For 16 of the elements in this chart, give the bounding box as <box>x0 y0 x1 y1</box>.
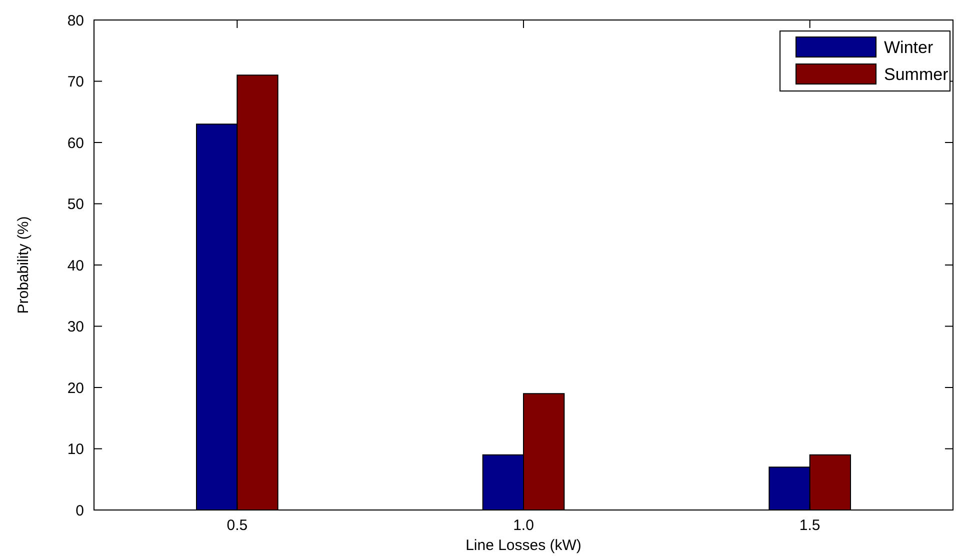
x-axis-title: Line Losses (kW) <box>466 537 582 554</box>
y-tick-label: 40 <box>67 257 84 274</box>
y-axis-title: Probability (%) <box>15 216 32 314</box>
y-tick-label: 70 <box>67 74 84 90</box>
y-tick-label: 20 <box>67 380 84 397</box>
y-tick-label: 10 <box>67 441 84 458</box>
y-tick-label: 50 <box>67 196 84 213</box>
y-tick-label: 30 <box>67 318 84 336</box>
legend-label: Summer <box>884 64 949 84</box>
x-tick-label: 1.5 <box>799 517 820 534</box>
x-tick-label: 0.5 <box>226 517 248 534</box>
x-tick-label: 1.0 <box>513 517 534 534</box>
y-tick-label: 80 <box>67 12 84 30</box>
legend-label: Winter <box>884 38 934 57</box>
y-tick-label: 60 <box>67 134 84 152</box>
y-tick-label: 0 <box>76 502 84 520</box>
